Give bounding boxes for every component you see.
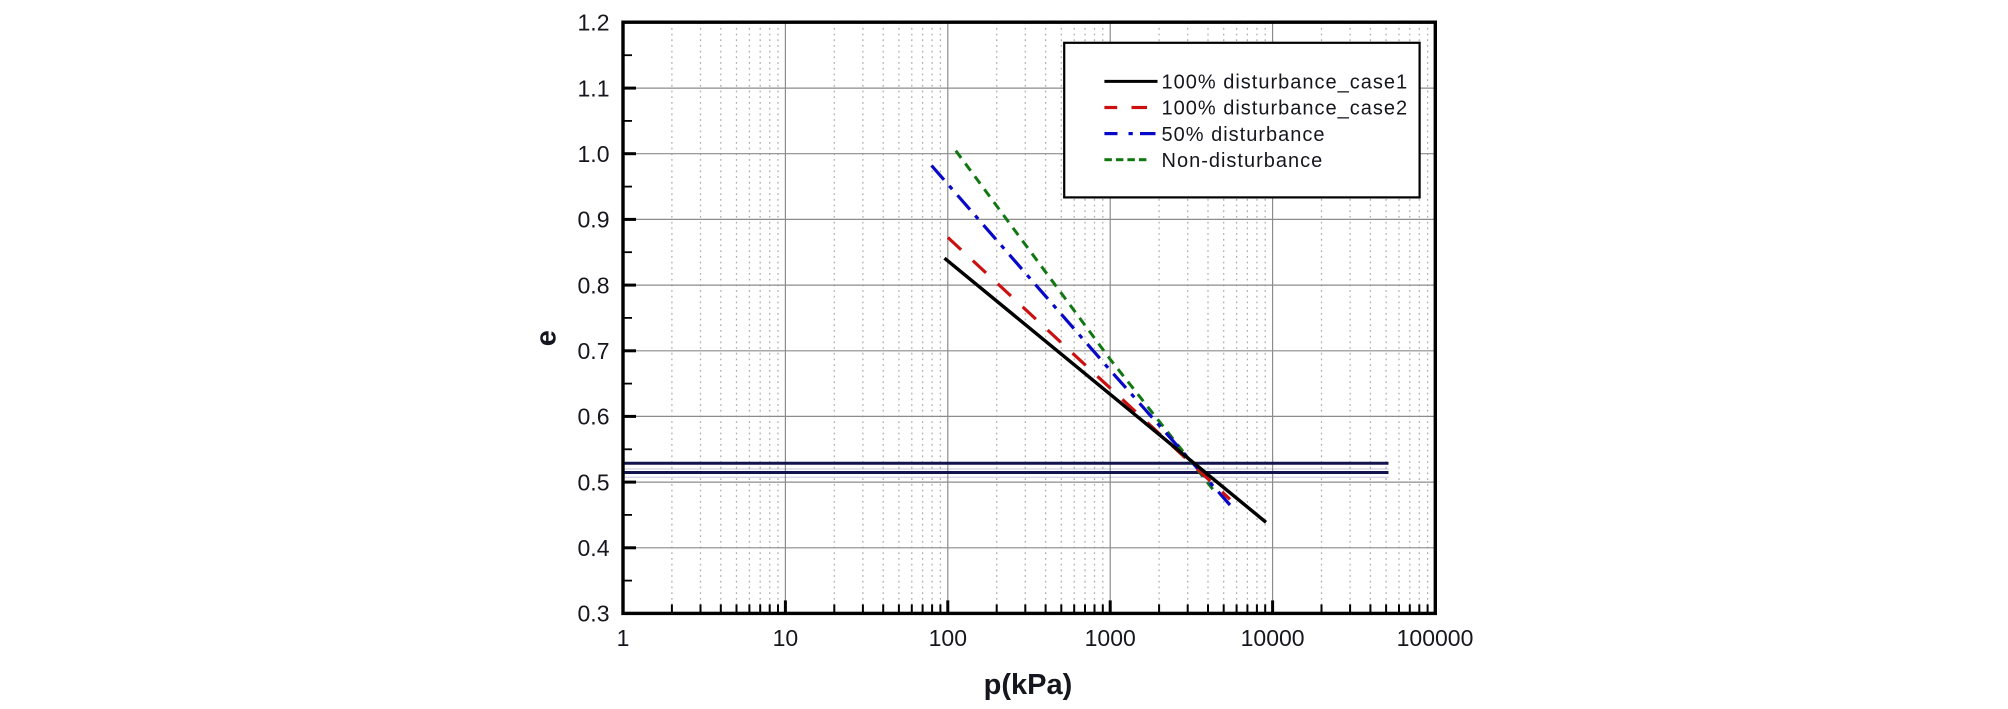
svg-text:p(kPa): p(kPa): [984, 669, 1073, 701]
svg-text:1.2: 1.2: [578, 10, 610, 36]
svg-text:50% disturbance: 50% disturbance: [1162, 124, 1326, 146]
svg-text:100: 100: [929, 625, 967, 651]
svg-text:0.5: 0.5: [578, 469, 610, 495]
svg-text:1.0: 1.0: [578, 141, 610, 167]
svg-text:0.7: 0.7: [578, 338, 610, 364]
svg-text:e: e: [531, 330, 563, 346]
svg-text:1.1: 1.1: [578, 75, 610, 101]
svg-text:0.4: 0.4: [578, 535, 610, 561]
svg-text:10000: 10000: [1241, 625, 1305, 651]
svg-text:100000: 100000: [1397, 625, 1474, 651]
svg-text:1: 1: [617, 625, 630, 651]
svg-text:100% disturbance_case1: 100% disturbance_case1: [1162, 72, 1409, 94]
svg-text:0.3: 0.3: [578, 601, 610, 627]
svg-text:1000: 1000: [1085, 625, 1136, 651]
svg-text:Non-disturbance: Non-disturbance: [1162, 150, 1324, 172]
svg-text:100% disturbance_case2: 100% disturbance_case2: [1162, 98, 1409, 120]
svg-text:0.8: 0.8: [578, 272, 610, 298]
svg-text:0.6: 0.6: [578, 404, 610, 430]
svg-text:10: 10: [773, 625, 799, 651]
svg-text:0.9: 0.9: [578, 207, 610, 233]
